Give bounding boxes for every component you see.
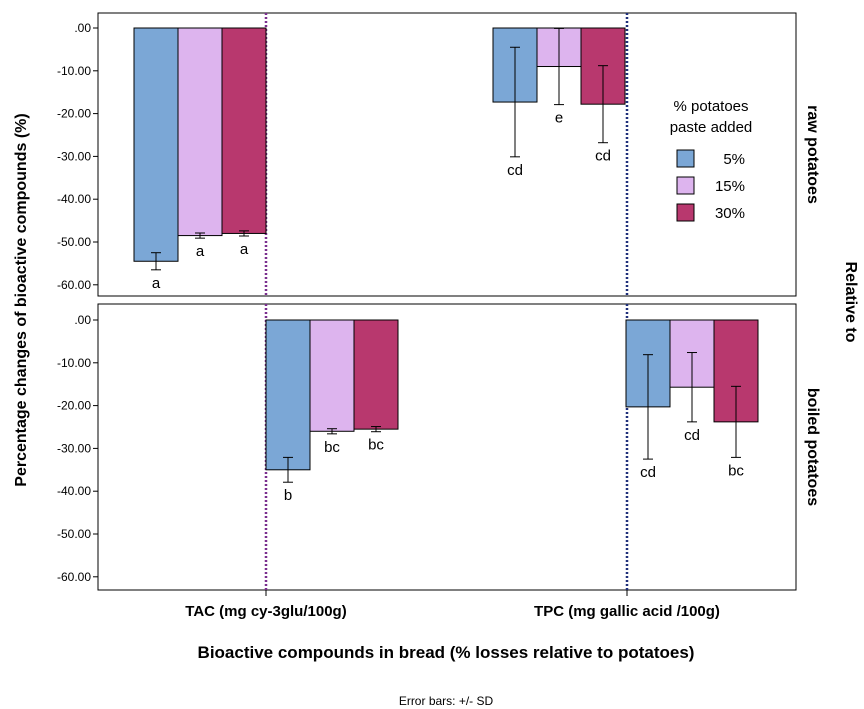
- y-tick-label: -40.00: [57, 192, 91, 206]
- y-tick-label: -20.00: [57, 399, 91, 413]
- x-tick-label: TPC (mg gallic acid /100g): [534, 603, 720, 620]
- bar: [266, 320, 310, 470]
- y-tick-label: -30.00: [57, 149, 91, 163]
- y-axis-title: Percentage changes of bioactive compound…: [13, 113, 30, 486]
- significance-letter: a: [240, 241, 249, 258]
- legend-swatch: [677, 177, 694, 194]
- significance-letter: e: [555, 110, 563, 127]
- panel-label: boiled potatoes: [804, 388, 821, 506]
- significance-letter: cd: [640, 464, 656, 481]
- bar: [222, 28, 266, 233]
- panel-group-label: Relative to: [842, 262, 859, 343]
- significance-letter: a: [152, 275, 161, 292]
- significance-letter: bc: [368, 437, 384, 454]
- y-tick-label: -10.00: [57, 356, 91, 370]
- legend-title: % potatoes: [673, 98, 748, 115]
- panel-label: raw potatoes: [804, 105, 821, 204]
- y-tick-label: -50.00: [57, 527, 91, 541]
- legend-title: paste added: [670, 119, 753, 136]
- legend-label: 5%: [723, 151, 745, 168]
- bar: [178, 28, 222, 236]
- y-tick-label: -60.00: [57, 570, 91, 584]
- bar: [354, 320, 398, 429]
- x-axis-title: Bioactive compounds in bread (% losses r…: [198, 643, 695, 662]
- y-tick-label: -60.00: [57, 278, 91, 292]
- legend-swatch: [677, 204, 694, 221]
- significance-letter: b: [284, 487, 292, 504]
- x-tick-label: TAC (mg cy-3glu/100g): [185, 603, 346, 620]
- error-bars-footnote: Error bars: +/- SD: [399, 694, 494, 708]
- legend-label: 15%: [715, 178, 745, 195]
- bar: [310, 320, 354, 431]
- y-tick-label: .00: [74, 21, 91, 35]
- legend-label: 30%: [715, 205, 745, 222]
- y-tick-label: -20.00: [57, 107, 91, 121]
- bar: [134, 28, 178, 261]
- y-tick-label: -10.00: [57, 64, 91, 78]
- significance-letter: a: [196, 243, 205, 260]
- chart-panels: .00 -10.00 -20.00 -30.00 -40.00 -50.00 -60.00 a…: [57, 13, 821, 620]
- legend-swatch: [677, 150, 694, 167]
- significance-letter: cd: [507, 162, 523, 179]
- y-tick-label: -40.00: [57, 484, 91, 498]
- significance-letter: bc: [324, 439, 340, 456]
- significance-letter: bc: [728, 462, 744, 479]
- significance-letter: cd: [684, 427, 700, 444]
- y-tick-label: -50.00: [57, 235, 91, 249]
- significance-letter: cd: [595, 148, 611, 165]
- y-tick-label: .00: [74, 313, 91, 327]
- y-tick-label: -30.00: [57, 441, 91, 455]
